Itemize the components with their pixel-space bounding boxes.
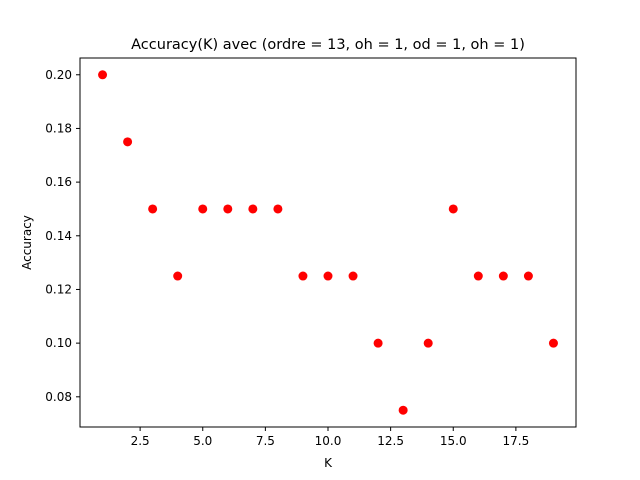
data-point-13 — [398, 405, 408, 415]
y-tick-label: 0.16 — [45, 175, 72, 189]
x-tick-label: 10.0 — [315, 434, 342, 448]
data-point-15 — [448, 204, 458, 214]
data-point-9 — [298, 271, 308, 281]
data-point-6 — [223, 204, 233, 214]
x-tick-label: 5.0 — [193, 434, 212, 448]
axes-frame — [79, 57, 577, 428]
data-point-8 — [273, 204, 283, 214]
data-point-1 — [98, 70, 108, 80]
data-point-3 — [148, 204, 158, 214]
y-tick-label: 0.18 — [45, 121, 72, 135]
data-point-2 — [123, 137, 133, 147]
data-point-7 — [248, 204, 258, 214]
data-point-16 — [473, 271, 483, 281]
data-point-19 — [548, 338, 558, 348]
data-point-18 — [523, 271, 533, 281]
x-tick-label: 2.5 — [131, 434, 150, 448]
data-point-4 — [173, 271, 183, 281]
data-point-14 — [423, 338, 433, 348]
y-tick-label: 0.12 — [45, 282, 72, 296]
x-tick-label: 15.0 — [440, 434, 467, 448]
x-tick-label: 12.5 — [377, 434, 404, 448]
y-tick-label: 0.10 — [45, 336, 72, 350]
y-tick-label: 0.20 — [45, 68, 72, 82]
data-point-10 — [323, 271, 333, 281]
y-tick-label: 0.08 — [45, 390, 72, 404]
y-axis: 0.08 0.10 0.12 0.14 0.16 0.18 0.20 — [45, 68, 80, 404]
x-tick-label: 7.5 — [256, 434, 275, 448]
x-axis-label: K — [324, 456, 333, 470]
data-point-12 — [373, 338, 383, 348]
plot-area — [98, 70, 558, 415]
data-point-11 — [348, 271, 358, 281]
y-tick-label: 0.14 — [45, 229, 72, 243]
data-point-17 — [498, 271, 508, 281]
data-point-5 — [198, 204, 208, 214]
chart-title: Accuracy(K) avec (ordre = 13, oh = 1, od… — [131, 37, 525, 53]
y-axis-label: Accuracy — [20, 215, 34, 270]
x-axis: 2.5 5.0 7.5 10.0 12.5 15.0 17.5 — [131, 427, 530, 448]
x-tick-label: 17.5 — [503, 434, 530, 448]
